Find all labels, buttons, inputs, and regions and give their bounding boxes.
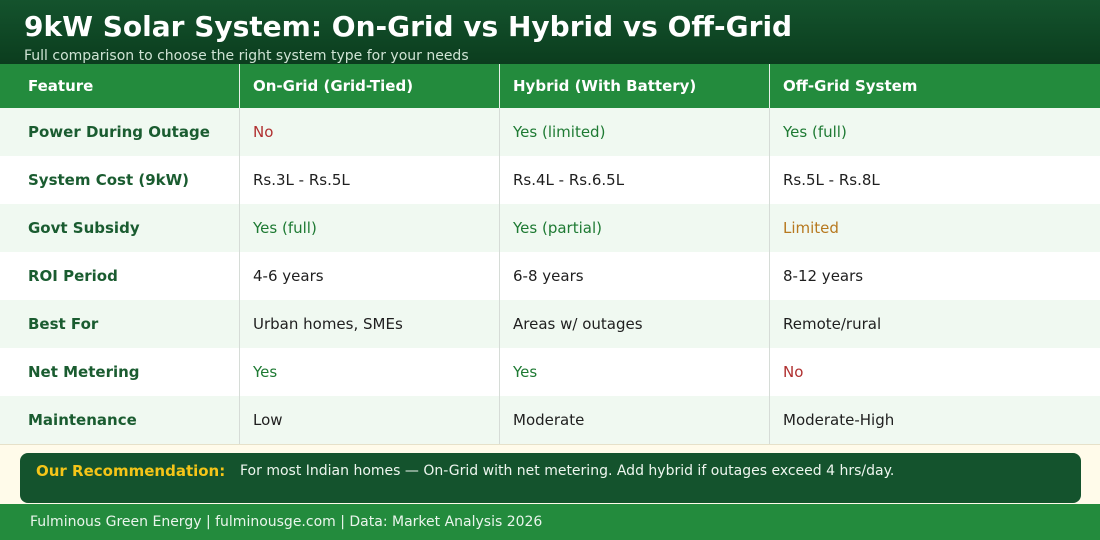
recommendation-text: For most Indian homes — On-Grid with net… xyxy=(240,463,895,479)
on-grid-cell: No xyxy=(239,108,499,156)
off-grid-cell: Remote/rural xyxy=(769,300,1100,348)
feature-cell: Govt Subsidy xyxy=(28,219,140,237)
table-row: ROI Period 4-6 years 6-8 years 8-12 year… xyxy=(0,252,1100,300)
off-grid-cell: Moderate-High xyxy=(769,396,1100,444)
table-row: Govt Subsidy Yes (full) Yes (partial) Li… xyxy=(0,204,1100,252)
table-row: Net Metering Yes Yes No xyxy=(0,348,1100,396)
column-header-feature: Feature xyxy=(28,77,94,95)
off-grid-cell: Yes (full) xyxy=(769,108,1100,156)
on-grid-cell: Low xyxy=(239,396,499,444)
recommendation-box: Our Recommendation: For most Indian home… xyxy=(20,453,1081,503)
hybrid-cell: Yes (limited) xyxy=(499,108,769,156)
page-title: 9kW Solar System: On-Grid vs Hybrid vs O… xyxy=(24,10,793,43)
hybrid-cell: Areas w/ outages xyxy=(499,300,769,348)
on-grid-cell: 4-6 years xyxy=(239,252,499,300)
off-grid-cell: 8-12 years xyxy=(769,252,1100,300)
off-grid-cell: Rs.5L - Rs.8L xyxy=(769,156,1100,204)
column-header-hybrid: Hybrid (With Battery) xyxy=(499,64,769,108)
feature-cell: Best For xyxy=(28,315,99,333)
hybrid-cell: Yes (partial) xyxy=(499,204,769,252)
hybrid-cell: Yes xyxy=(499,348,769,396)
on-grid-cell: Rs.3L - Rs.5L xyxy=(239,156,499,204)
header: 9kW Solar System: On-Grid vs Hybrid vs O… xyxy=(0,0,1100,64)
recommendation-section: Our Recommendation: For most Indian home… xyxy=(0,444,1100,504)
hybrid-cell: Moderate xyxy=(499,396,769,444)
feature-cell: Power During Outage xyxy=(28,123,210,141)
feature-cell: ROI Period xyxy=(28,267,118,285)
footer-text: Fulminous Green Energy | fulminousge.com… xyxy=(30,514,543,530)
on-grid-cell: Yes (full) xyxy=(239,204,499,252)
column-header-on-grid: On-Grid (Grid-Tied) xyxy=(239,64,499,108)
off-grid-cell: No xyxy=(769,348,1100,396)
table-row: Best For Urban homes, SMEs Areas w/ outa… xyxy=(0,300,1100,348)
off-grid-cell: Limited xyxy=(769,204,1100,252)
on-grid-cell: Yes xyxy=(239,348,499,396)
table-row: System Cost (9kW) Rs.3L - Rs.5L Rs.4L - … xyxy=(0,156,1100,204)
feature-cell: Net Metering xyxy=(28,363,140,381)
table-header-row: Feature On-Grid (Grid-Tied) Hybrid (With… xyxy=(0,64,1100,108)
table-body: Power During Outage No Yes (limited) Yes… xyxy=(0,108,1100,444)
footer: Fulminous Green Energy | fulminousge.com… xyxy=(0,504,1100,540)
on-grid-cell: Urban homes, SMEs xyxy=(239,300,499,348)
feature-cell: Maintenance xyxy=(28,411,137,429)
hybrid-cell: Rs.4L - Rs.6.5L xyxy=(499,156,769,204)
hybrid-cell: 6-8 years xyxy=(499,252,769,300)
recommendation-label: Our Recommendation: xyxy=(36,462,226,480)
table-row: Power During Outage No Yes (limited) Yes… xyxy=(0,108,1100,156)
comparison-table: Feature On-Grid (Grid-Tied) Hybrid (With… xyxy=(0,64,1100,444)
page-subtitle: Full comparison to choose the right syst… xyxy=(24,48,469,64)
table-row: Maintenance Low Moderate Moderate-High xyxy=(0,396,1100,444)
feature-cell: System Cost (9kW) xyxy=(28,171,190,189)
column-header-off-grid: Off-Grid System xyxy=(769,64,1100,108)
